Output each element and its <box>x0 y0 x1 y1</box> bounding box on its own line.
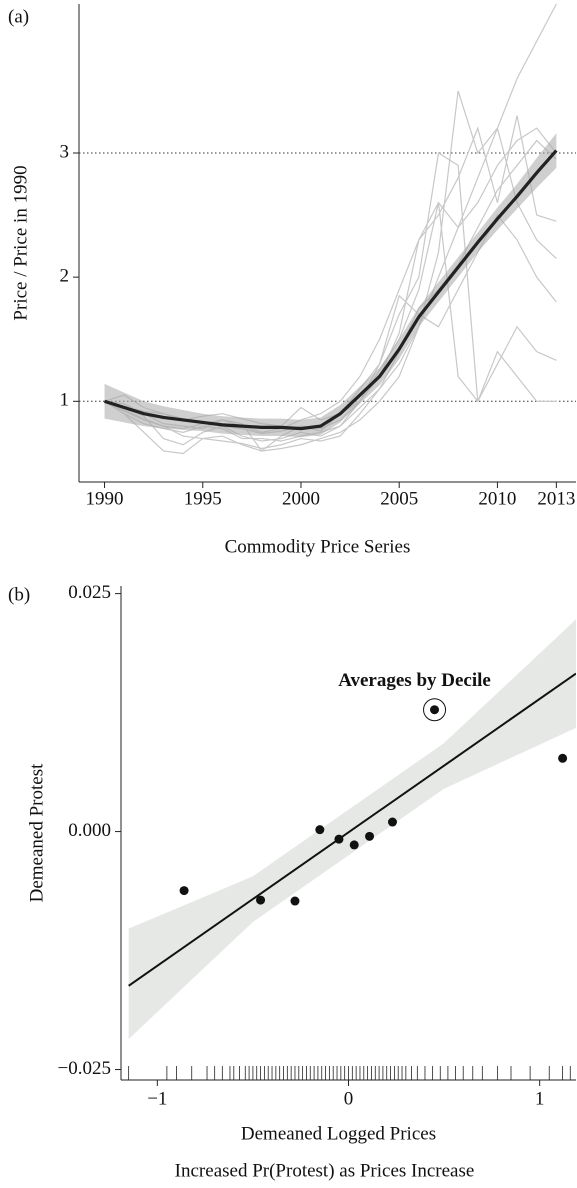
series-line <box>104 139 557 450</box>
x-tick-label: 1990 <box>86 488 124 509</box>
data-point <box>430 705 440 715</box>
series-line <box>104 115 557 435</box>
data-point <box>349 840 359 850</box>
series-line <box>104 4 557 433</box>
data-point <box>179 886 189 896</box>
x-axis-label: Commodity Price Series <box>225 536 411 557</box>
x-tick-label: 2005 <box>380 488 418 509</box>
data-point <box>290 896 300 906</box>
x-tick-label: 2010 <box>478 488 516 509</box>
y-axis-label: Demeaned Protest <box>26 763 47 902</box>
confidence-band <box>104 133 557 438</box>
data-point <box>315 825 325 835</box>
x-axis-label: Demeaned Logged Prices <box>241 1123 436 1144</box>
y-tick-label: 0.000 <box>68 820 111 841</box>
panel-label: (a) <box>8 6 29 27</box>
x-tick-label: 1995 <box>184 488 222 509</box>
series-line <box>104 90 557 455</box>
panel-label: (b) <box>8 584 30 605</box>
fit-line <box>128 672 576 987</box>
caption: Increased Pr(Protest) as Prices Increase <box>175 1160 475 1181</box>
data-point <box>558 753 568 763</box>
data-point <box>365 831 375 841</box>
y-axis-label: Price / Price in 1990 <box>10 165 31 320</box>
y-tick-label: 1 <box>60 390 70 411</box>
y-tick-label: 0.025 <box>68 582 111 603</box>
x-tick-label: 2000 <box>282 488 320 509</box>
data-point <box>334 834 344 844</box>
annotation: Averages by Decile <box>338 670 491 691</box>
trend-line <box>104 149 558 431</box>
annotation-ring <box>423 698 447 722</box>
series-line <box>104 151 557 442</box>
plot-area <box>128 619 576 1080</box>
series-line <box>104 213 557 427</box>
series-line <box>104 127 557 446</box>
x-tick-label: −1 <box>147 1088 167 1109</box>
y-tick-label: 2 <box>60 266 70 287</box>
plot-area <box>79 4 576 455</box>
data-point <box>387 817 397 827</box>
x-tick-label: 1 <box>535 1088 545 1109</box>
x-tick-label: 2013 <box>537 488 575 509</box>
data-point <box>256 895 266 905</box>
x-tick-label: 0 <box>344 1088 354 1109</box>
y-tick-label: 3 <box>60 141 70 162</box>
y-tick-label: −0.025 <box>58 1058 111 1079</box>
